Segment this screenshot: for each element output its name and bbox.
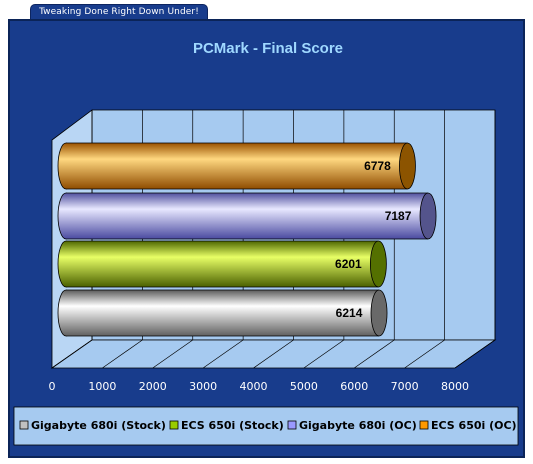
bar-body bbox=[66, 241, 379, 287]
floor-grid-line bbox=[454, 339, 496, 369]
bar-end-cap bbox=[399, 142, 416, 190]
bar-body bbox=[66, 193, 429, 239]
x-tick-label: 2000 bbox=[139, 380, 167, 393]
floor-grid-line bbox=[202, 339, 244, 369]
bar-0: 6214 bbox=[57, 289, 388, 337]
bar-2: 7187 bbox=[57, 192, 437, 240]
bar-value-label: 7187 bbox=[385, 209, 412, 223]
legend-label: ECS 650i (OC) bbox=[431, 419, 517, 432]
legend-swatch bbox=[419, 420, 429, 430]
x-tick-label: 0 bbox=[49, 380, 56, 393]
bar-end-cap bbox=[370, 289, 388, 337]
bar-end-shade bbox=[371, 290, 388, 336]
bar-end-shade bbox=[370, 241, 387, 287]
floor-grid-line bbox=[303, 339, 345, 369]
bar-1: 6201 bbox=[57, 240, 387, 288]
x-tick-label: 4000 bbox=[240, 380, 268, 393]
floor-grid-line bbox=[354, 339, 395, 369]
floor-grid-line bbox=[51, 339, 93, 369]
legend: Gigabyte 680i (Stock) ECS 650i (Stock) Gig… bbox=[13, 406, 519, 446]
x-axis-ticks: 0 1000 2000 3000 4000 5000 6000 7000 8000 bbox=[49, 380, 470, 393]
chart-title: PCMark - Final Score bbox=[193, 40, 343, 57]
x-tick-label: 7000 bbox=[391, 380, 419, 393]
bar-end-cap bbox=[369, 240, 387, 288]
legend-swatch bbox=[19, 420, 29, 430]
floor-grid-line bbox=[152, 339, 193, 369]
legend-entry-3: ECS 650i (OC) bbox=[419, 419, 517, 432]
bar-3: 6778 bbox=[57, 142, 416, 190]
bar-value-label: 6778 bbox=[364, 159, 391, 173]
legend-entry-2: Gigabyte 680i (OC) bbox=[287, 419, 417, 432]
bars: 6778 7187 6201 6214 bbox=[57, 142, 437, 337]
legend-swatch bbox=[169, 420, 179, 430]
floor-grid-line bbox=[404, 339, 445, 369]
legend-box bbox=[13, 406, 519, 446]
x-tick-label: 6000 bbox=[340, 380, 368, 393]
legend-entry-1: ECS 650i (Stock) bbox=[169, 419, 284, 432]
bar-end-cap bbox=[419, 192, 437, 240]
legend-swatch bbox=[287, 420, 297, 430]
x-tick-label: 3000 bbox=[189, 380, 217, 393]
bar-body bbox=[66, 290, 380, 336]
bar-end-shade bbox=[420, 193, 437, 239]
bar-value-label: 6201 bbox=[335, 257, 362, 271]
floor-grid-line bbox=[102, 339, 143, 369]
site-banner-tab: Tweaking Done Right Down Under! bbox=[30, 4, 208, 20]
legend-label: Gigabyte 680i (Stock) bbox=[31, 419, 166, 432]
legend-entry-0: Gigabyte 680i (Stock) bbox=[19, 419, 166, 432]
bar-end-shade bbox=[399, 143, 416, 189]
x-tick-label: 5000 bbox=[290, 380, 318, 393]
legend-label: ECS 650i (Stock) bbox=[181, 419, 284, 432]
x-tick-label: 8000 bbox=[441, 380, 469, 393]
floor-grid-line bbox=[253, 339, 294, 369]
x-tick-label: 1000 bbox=[88, 380, 116, 393]
bar-value-label: 6214 bbox=[336, 306, 363, 320]
legend-label: Gigabyte 680i (OC) bbox=[299, 419, 417, 432]
bar-body bbox=[66, 143, 408, 189]
